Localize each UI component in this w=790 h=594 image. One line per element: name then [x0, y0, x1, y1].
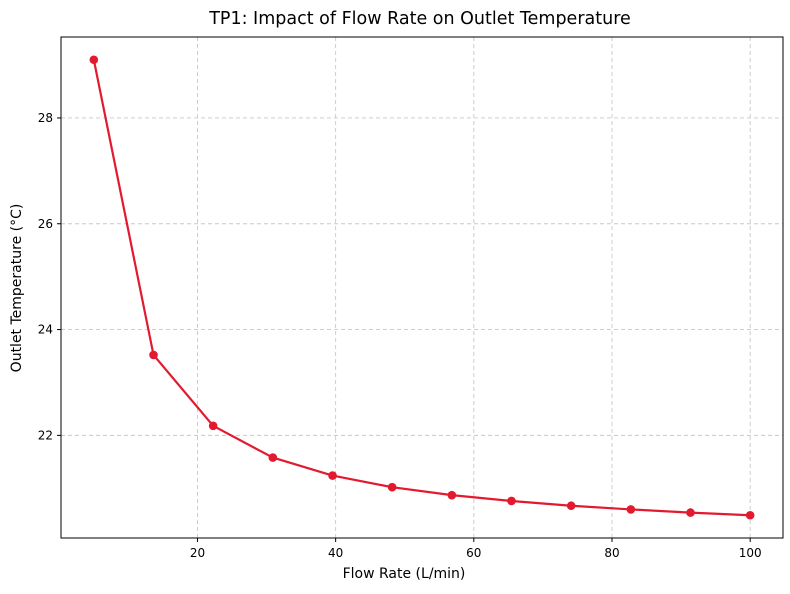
data-point: [387, 482, 397, 492]
data-point: [208, 421, 218, 431]
grid: [61, 37, 783, 538]
y-tick-label: 24: [38, 323, 53, 337]
data-point: [745, 510, 755, 520]
ticks: 20 40 60 80 100 22 24 26 28: [38, 111, 762, 560]
y-tick-label: 26: [38, 217, 53, 231]
series-layer: [89, 55, 755, 520]
x-tick-label: 40: [328, 546, 343, 560]
data-point: [507, 496, 516, 506]
chart-title: TP1: Impact of Flow Rate on Outlet Tempe…: [208, 9, 631, 29]
y-tick-label: 22: [38, 428, 53, 442]
data-point: [149, 350, 158, 360]
x-axis-title: Flow Rate (L/min): [343, 566, 466, 582]
data-point: [566, 501, 576, 511]
plot-frame: [60, 36, 784, 539]
data-point: [89, 55, 99, 65]
x-tick-label: 80: [604, 546, 619, 560]
data-point: [626, 505, 636, 514]
y-axis-title: Outlet Temperature (°C): [9, 204, 25, 373]
x-tick-label: 60: [466, 546, 481, 560]
data-point: [268, 453, 278, 462]
data-point: [328, 471, 337, 480]
x-tick-label: 100: [739, 546, 762, 560]
data-point: [447, 490, 457, 500]
data-point: [686, 508, 695, 517]
series-line: [92, 59, 751, 517]
y-tick-label: 28: [38, 111, 53, 125]
x-tick-label: 20: [190, 546, 205, 560]
